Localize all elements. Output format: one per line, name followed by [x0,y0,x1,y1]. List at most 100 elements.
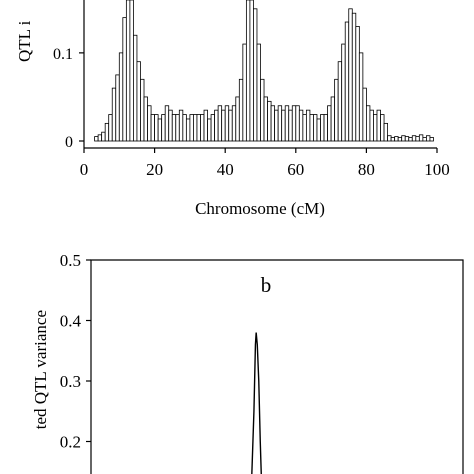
bar [362,87,367,142]
bar [270,105,276,142]
x-tick-label: 60 [287,160,304,179]
bar [401,135,406,142]
bar [231,105,237,142]
bar [97,134,103,142]
bar [143,96,148,142]
bar [118,52,124,142]
bar [221,109,226,142]
bar [429,137,434,142]
bar [330,96,336,142]
bar [101,131,106,142]
bar [365,105,371,142]
bar [383,122,388,142]
bar [341,43,346,142]
bar [274,109,279,142]
bar [305,109,311,142]
bar [376,109,381,142]
bar [397,137,403,142]
bar [390,137,396,142]
bar [228,109,233,142]
bar [380,114,385,142]
panel-label: b [261,273,272,297]
bar [111,87,117,142]
bar [263,96,268,142]
bar [115,74,120,142]
bar [348,8,353,142]
bar [313,114,318,142]
bar [355,26,360,142]
bar [373,114,378,142]
bar [214,109,219,142]
bar [316,118,321,142]
bar [196,114,201,142]
bar [140,78,145,142]
bar [337,61,343,142]
bar [157,118,163,142]
x-tick-label: 80 [358,160,375,179]
bar [122,17,127,142]
bar [210,114,216,142]
bar [309,114,314,142]
bar [394,136,399,142]
x-axis-label: Chromosome (cM) [195,199,325,218]
bar [291,105,297,142]
bar [200,114,205,142]
x-tick-label: 0 [80,160,89,179]
line [251,332,262,474]
bar [369,109,374,142]
bar [320,114,325,142]
y-tick-label: 0.2 [60,433,81,452]
bar [281,109,286,142]
bar [334,78,339,142]
bar [104,122,110,142]
bar [249,0,254,142]
bar [242,43,247,142]
bar [189,114,194,142]
bar [267,100,272,142]
bar [327,105,332,142]
x-tick-label: 100 [424,160,450,179]
plot-frame [90,259,464,474]
bar [284,105,290,142]
bar [411,135,417,142]
bar [168,109,173,142]
bar [238,78,244,142]
bar [136,61,141,142]
bar [175,114,180,142]
bar [147,105,152,142]
y-tick-label: 0.5 [60,251,81,270]
bar [193,114,198,142]
bar [185,118,191,142]
bar [161,114,166,142]
x-tick-label: 40 [217,160,234,179]
bar [302,114,307,142]
bar [277,105,283,142]
bar [108,114,113,142]
y-tick-label: 0.4 [60,312,82,331]
bar [323,114,328,142]
bar [94,136,99,142]
bar [422,137,427,142]
bar [182,114,187,142]
y-tick-label: 0.3 [60,372,81,391]
bar [256,43,261,142]
bar [351,12,357,142]
bar [253,8,258,142]
bar [224,105,230,142]
bar [426,135,431,142]
bar [133,34,138,142]
bar [178,109,184,142]
bar [260,78,265,142]
bar [171,114,177,142]
bar [245,0,251,142]
y-tick-label: 0 [65,134,73,151]
bar [203,109,208,142]
bar [288,109,293,142]
bar [207,118,212,142]
bar [387,135,392,142]
bar [415,136,420,142]
bar [129,0,134,142]
bar [154,114,159,142]
